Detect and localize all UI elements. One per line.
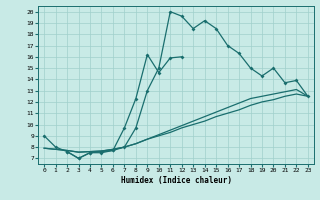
X-axis label: Humidex (Indice chaleur): Humidex (Indice chaleur)	[121, 176, 231, 185]
